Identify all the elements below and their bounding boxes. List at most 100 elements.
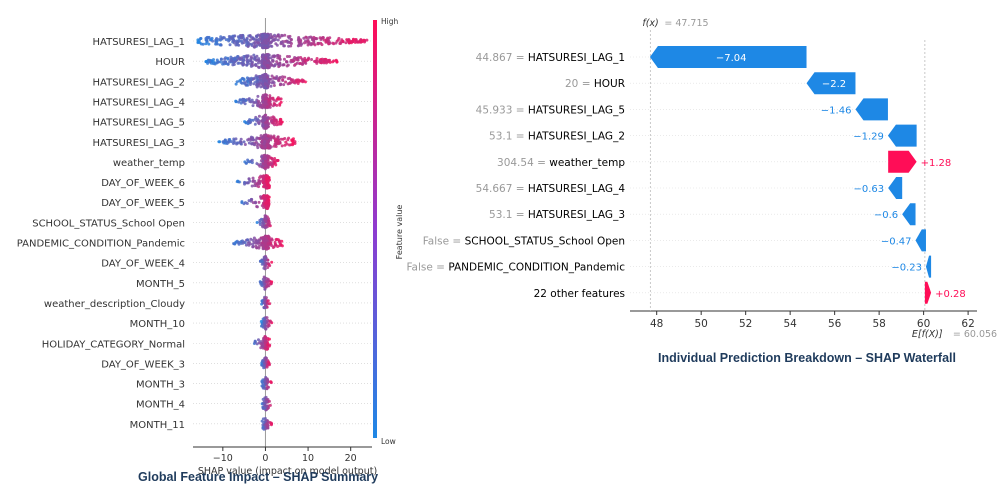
shap-point [258,75,262,79]
shap-point [232,242,236,246]
waterfall-bar [806,72,856,95]
shap-point [263,139,267,143]
shap-point [254,100,258,104]
shap-point [262,41,266,45]
shap-point [264,214,268,218]
shap-point [262,420,266,424]
shap-point [226,57,230,61]
feature-label: HOLIDAY_CATEGORY_Normal [42,339,185,350]
shap-point [234,82,238,86]
shap-point [229,140,233,144]
waterfall-bar [924,281,932,304]
shap-point [242,54,246,58]
shap-point [234,137,238,141]
contribution-label: −0.47 [881,236,912,247]
shap-point [267,154,271,158]
shap-point [274,121,278,125]
shap-point [245,37,249,41]
feature-label: weather_temp [113,158,185,169]
shap-point [269,162,273,166]
shap-point [263,226,267,230]
shap-point [240,36,244,40]
feature-value: 304.54 = [497,157,549,169]
feature-label: SCHOOL_STATUS_School Open [32,218,185,229]
shap-point [235,180,239,184]
shap-point [243,143,247,147]
shap-point [272,117,276,121]
shap-point [272,101,276,105]
shap-point [278,57,282,61]
shap-point [267,178,271,182]
feature-label: HOUR [155,57,185,68]
shap-point [273,64,277,68]
shap-point [262,146,266,150]
feature-label: 54.667 = HATSURESI_LAG_4 [476,183,626,195]
shap-point [221,35,225,39]
contribution-label: −0.63 [854,184,885,195]
shap-point [307,35,311,39]
shap-point [208,60,212,64]
feature-label: 44.867 = HATSURESI_LAG_1 [476,52,625,64]
shap-point [252,45,256,49]
shap-point [299,55,303,59]
shap-point [327,42,331,46]
base-label: E[f(X)] [912,329,943,340]
shap-point [288,54,292,58]
shap-point [303,56,307,60]
shap-point [267,185,271,189]
shap-point [296,38,300,42]
shap-point [273,140,277,144]
shap-point [257,200,261,204]
shap-point [263,264,267,268]
x-tick-label: 0 [262,453,268,464]
feature-label: 53.1 = HATSURESI_LAG_2 [489,131,625,143]
shap-point [255,104,259,108]
contribution-label: +1.28 [921,158,952,169]
x-tick-label: 56 [828,318,842,330]
x-tick-label: 50 [694,318,707,330]
shap-point [263,216,267,220]
shap-point [264,296,268,300]
shap-point [263,386,267,390]
shap-point [261,181,265,185]
shap-point [266,398,270,402]
feature-label: DAY_OF_WEEK_6 [101,178,185,189]
shap-point [346,39,350,43]
shap-point [276,97,280,101]
shap-point [244,99,248,103]
x-tick-label: 10 [302,453,314,464]
shap-point [274,243,278,247]
shap-point [253,184,257,188]
shap-point [310,57,314,61]
shap-point [252,82,256,86]
shap-point [319,59,323,63]
shap-point [296,44,300,48]
waterfall-caption: Individual Prediction Breakdown – SHAP W… [658,351,956,365]
shap-point [280,34,284,38]
shap-point [218,60,222,64]
shap-point [263,39,267,43]
shap-point [273,156,277,160]
shap-point [278,241,282,245]
shap-point [265,35,269,39]
shap-point [344,41,348,45]
feature-label: PANDEMIC_CONDITION_Pandemic [17,239,185,250]
shap-point [267,183,271,187]
shap-point [266,146,270,150]
shap-point [256,239,260,243]
shap-point [291,80,295,84]
x-tick-label: 52 [739,318,752,330]
shap-point [271,59,275,63]
shap-point [326,37,330,41]
shap-point [265,116,269,120]
shap-point [272,144,276,148]
waterfall-bar [887,124,917,147]
x-tick-label: −10 [213,453,233,464]
contribution-label: −0.6 [874,210,898,221]
shap-point [263,133,267,137]
shap-point [267,284,271,288]
x-tick-label: 58 [872,318,885,330]
shap-point [262,222,266,226]
shap-point [223,139,227,143]
shap-point [253,201,257,205]
